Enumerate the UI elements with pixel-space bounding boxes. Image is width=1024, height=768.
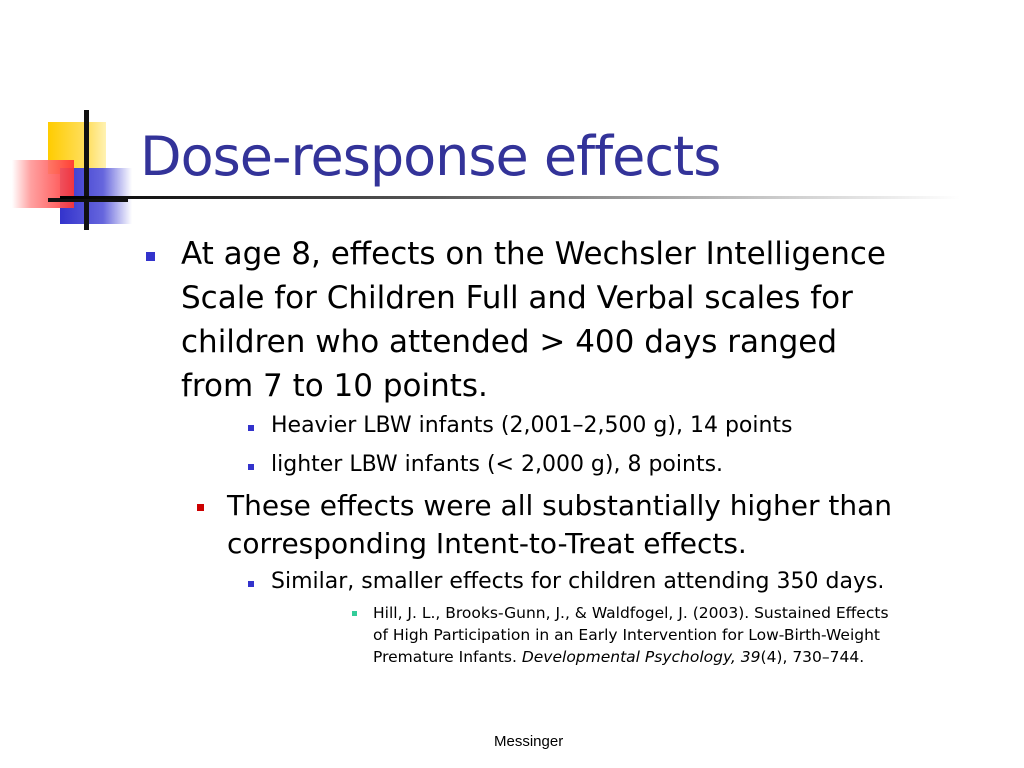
citation-line-2: of High Participation in an Early Interv… [373, 626, 880, 644]
sub-bullet-lighter-text: lighter LBW infants (< 2,000 g), 8 point… [271, 452, 724, 477]
bullet-main-line-3: children who attended > 400 days ranged [181, 324, 838, 360]
bullet-square-red-icon [197, 504, 204, 511]
bullet-second-line-1: These effects were all substantially hig… [227, 489, 892, 522]
sub-bullet-similar-text: Similar, smaller effects for children at… [271, 569, 885, 594]
citation-journal: Developmental Psychology, 39 [521, 648, 761, 666]
logo-vertical-line [84, 110, 89, 230]
logo-horizontal-line [48, 198, 128, 202]
slide-title: Dose-response effects [140, 125, 721, 188]
bullet-main-line-1: At age 8, effects on the Wechsler Intell… [181, 236, 887, 272]
sub-bullet-square-blue-icon [248, 464, 254, 470]
citation-line-3: Premature Infants. Developmental Psychol… [373, 646, 889, 668]
bullet-second-text: These effects were all substantially hig… [227, 487, 892, 563]
slide-logo-decoration [0, 100, 150, 240]
citation-line-1: Hill, J. L., Brooks-Gunn, J., & Waldfoge… [373, 604, 889, 622]
citation-text: Hill, J. L., Brooks-Gunn, J., & Waldfoge… [373, 602, 889, 668]
slide-footer: Messinger [494, 733, 564, 750]
sub-bullet-square-blue-icon [248, 425, 254, 431]
bullet-main-line-4: from 7 to 10 points. [181, 368, 488, 404]
title-underline [60, 196, 960, 199]
citation-bullet-square-teal-icon [352, 611, 357, 616]
sub-bullet-square-blue-icon [248, 581, 254, 587]
sub-bullet-heavier-text: Heavier LBW infants (2,001–2,500 g), 14 … [271, 413, 793, 438]
bullet-second-line-2: corresponding Intent-to-Treat effects. [227, 527, 747, 560]
bullet-main-text: At age 8, effects on the Wechsler Intell… [181, 232, 886, 408]
bullet-main-line-2: Scale for Children Full and Verbal scale… [181, 280, 853, 316]
bullet-square-blue-icon [146, 252, 155, 261]
citation-line-3-plain: Premature Infants. [373, 648, 522, 666]
citation-line-3-tail: (4), 730–744. [760, 648, 865, 666]
